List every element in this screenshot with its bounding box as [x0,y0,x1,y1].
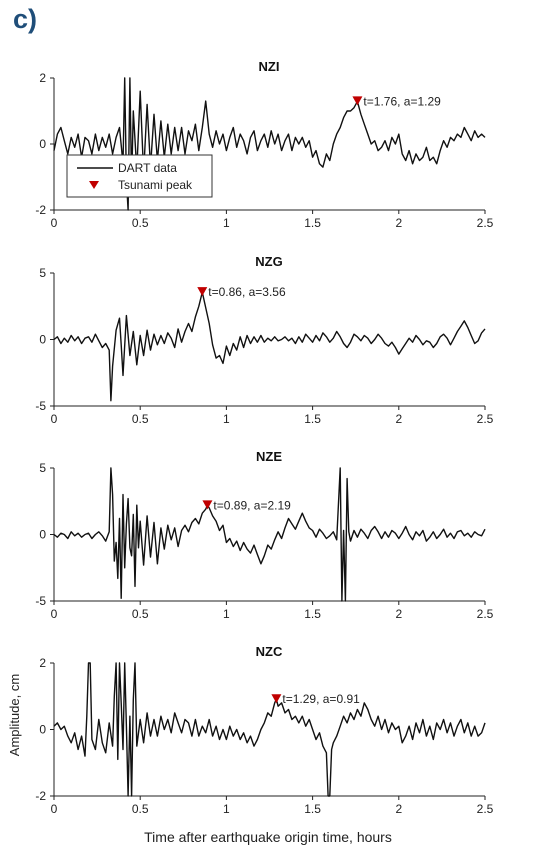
y-tick-label: 5 [39,461,46,475]
x-tick-label: 0.5 [132,216,149,230]
x-axis-label: Time after earthquake origin time, hours [144,829,392,845]
x-tick-label: 2 [395,412,402,426]
x-tick-label: 1.5 [304,412,321,426]
y-tick-label: 5 [39,266,46,280]
x-tick-label: 0 [51,802,58,816]
x-tick-label: 0.5 [132,412,149,426]
x-tick-label: 2.5 [477,802,494,816]
x-tick-label: 2.5 [477,607,494,621]
x-tick-label: 1.5 [304,216,321,230]
panel-nzi: NZI 2 0 -2 0 0.5 1 1.5 2 2.5 t=1.76, a=1.29 [35,59,493,230]
x-tick-label: 2 [395,607,402,621]
tsunami-peak-marker [352,96,363,106]
panel-title: NZC [256,644,283,659]
y-axis-label: Amplitude, cm [7,674,22,756]
x-tick-label: 0 [51,607,58,621]
series-line [53,77,486,211]
panel-label: c) [13,4,38,34]
y-tick-label: 2 [39,656,46,670]
y-tick-label: -5 [35,399,46,413]
panel-nzc: NZC 2 0 -2 0 0.5 1 1.5 2 2.5 t=1.29, a=0.91 [35,644,493,816]
legend-box [66,154,213,198]
x-tick-label: 0.5 [132,802,149,816]
legend-marker-swatch [89,181,99,189]
panel-title: NZG [255,254,282,269]
y-tick-label: -2 [35,203,46,217]
x-tick-label: 2.5 [477,216,494,230]
x-tick-label: 2 [395,216,402,230]
tsunami-peak-label: t=1.29, a=0.91 [282,692,360,706]
x-tick-label: 0 [51,216,58,230]
tsunami-peak-label: t=1.76, a=1.29 [363,94,441,108]
series-line [53,467,486,602]
tsunami-peak-marker [202,500,213,510]
legend-line-label: DART data [118,161,177,175]
legend-marker-label: Tsunami peak [118,178,193,192]
tsunami-peak-label: t=0.86, a=3.56 [208,285,286,299]
plots-group: NZI 2 0 -2 0 0.5 1 1.5 2 2.5 t=1.76, a=1.29 NZG 5 0 -5… [35,59,493,816]
x-tick-label: 1 [223,607,230,621]
x-tick-label: 1.5 [304,607,321,621]
x-tick-label: 1 [223,802,230,816]
x-tick-label: 1 [223,216,230,230]
panel-nze: NZE 5 0 -5 0 0.5 1 1.5 2 2.5 t=0.89, a=2.19 [35,449,493,621]
panel-nzg: NZG 5 0 -5 0 0.5 1 1.5 2 2.5 t=0.86, a=3.56 [35,254,493,426]
series-line [53,291,486,402]
legend: DART data Tsunami peak [66,154,213,198]
x-tick-label: 1 [223,412,230,426]
series-line [53,662,486,797]
y-tick-label: 2 [39,71,46,85]
y-tick-label: 0 [39,723,46,737]
x-tick-label: 0 [51,412,58,426]
tsunami-peak-marker [197,287,208,297]
y-tick-label: 0 [39,528,46,542]
panel-title: NZI [259,59,280,74]
tsunami-peak-label: t=0.89, a=2.19 [213,498,291,512]
panel-title: NZE [256,449,282,464]
y-tick-label: -5 [35,594,46,608]
tsunami-peak-marker [271,694,282,704]
y-tick-label: 0 [39,137,46,151]
x-tick-label: 2 [395,802,402,816]
x-tick-label: 1.5 [304,802,321,816]
x-tick-label: 2.5 [477,412,494,426]
y-tick-label: 0 [39,333,46,347]
x-tick-label: 0.5 [132,607,149,621]
y-tick-label: -2 [35,789,46,803]
